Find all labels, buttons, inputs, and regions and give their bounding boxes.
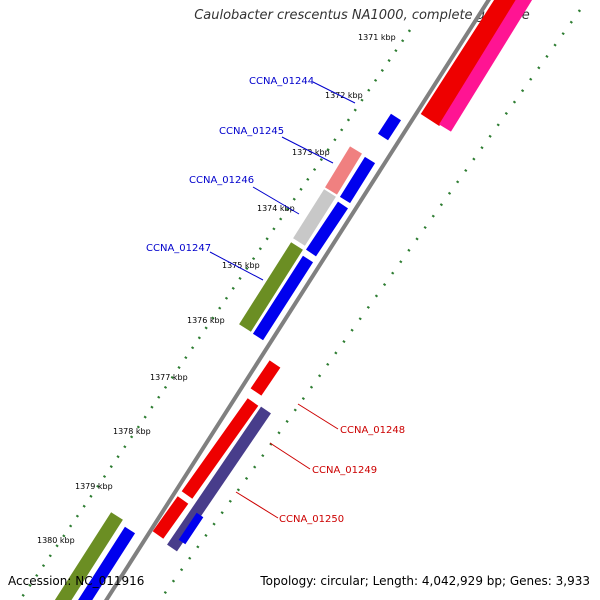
- kbp-label: 1375 kbp: [222, 261, 260, 270]
- gene-feature-olive: [239, 242, 303, 332]
- gene-feature-red-01248: [250, 360, 281, 396]
- topology-text: Topology: circular; Length: 4,042,929 bp…: [260, 574, 590, 588]
- kbp-label: 1371 kbp: [358, 33, 396, 42]
- gene-feature-gray: [293, 189, 336, 246]
- gene-label[interactable]: CCNA_01244: [249, 76, 314, 87]
- kbp-label: 1377 kbp: [150, 373, 188, 382]
- kbp-label: 1376 kbp: [187, 316, 225, 325]
- gene-feature-blue-01247: [252, 255, 314, 341]
- gene-label[interactable]: CCNA_01247: [146, 243, 211, 254]
- gene-feature-blue-small: [377, 113, 402, 141]
- leader-line: [312, 81, 356, 104]
- leader-line: [297, 403, 339, 430]
- inner-ruler-line: [18, 29, 412, 600]
- accession-text: Accession: NC_011916: [8, 574, 145, 588]
- kbp-label: 1372 kbp: [325, 91, 363, 100]
- gene-feature-lightred: [325, 146, 362, 195]
- leader-line: [269, 442, 311, 470]
- gene-label[interactable]: CCNA_01250: [279, 514, 344, 525]
- leader-line: [252, 186, 300, 215]
- leader-line: [235, 491, 279, 519]
- gene-label-leaders: [209, 81, 356, 519]
- gene-feature-pink-top: [439, 0, 533, 132]
- kbp-label: 1380 kbp: [37, 536, 75, 545]
- kbp-label: 1378 kbp: [113, 427, 151, 436]
- gene-feature-purple-01250: [167, 406, 271, 552]
- backbone-line: [103, 0, 492, 600]
- leader-line: [209, 251, 264, 281]
- kbp-labels: 1371 kbp 1372 kbp 1373 kbp 1374 kbp 1375…: [37, 33, 396, 545]
- gene-label[interactable]: CCNA_01248: [340, 425, 405, 436]
- gene-feature-blue-01246: [306, 201, 348, 257]
- kbp-label: 1373 kbp: [292, 148, 330, 157]
- gene-label[interactable]: CCNA_01246: [189, 175, 254, 186]
- gene-features: [54, 0, 533, 600]
- leader-line: [281, 136, 334, 164]
- gene-label[interactable]: CCNA_01245: [219, 126, 284, 137]
- map-title: Caulobacter crescentus NA1000, complete …: [194, 8, 530, 23]
- gene-feature-blue-bottom: [78, 526, 136, 600]
- gene-feature-blue-01245: [339, 156, 376, 204]
- outer-ruler-line: [158, 9, 582, 600]
- gene-feature-olive-bottom: [54, 512, 123, 600]
- gene-label[interactable]: CCNA_01249: [312, 465, 377, 476]
- gene-feature-blue-tiny: [178, 512, 204, 545]
- kbp-label: 1379 kbp: [75, 482, 113, 491]
- gene-feature-red-lower: [152, 496, 189, 539]
- kbp-label: 1374 kbp: [257, 204, 295, 213]
- gene-feature-red-01249: [181, 398, 259, 499]
- gene-feature-red-top: [420, 0, 521, 126]
- gene-labels: CCNA_01244 CCNA_01245 CCNA_01246 CCNA_01…: [146, 76, 405, 525]
